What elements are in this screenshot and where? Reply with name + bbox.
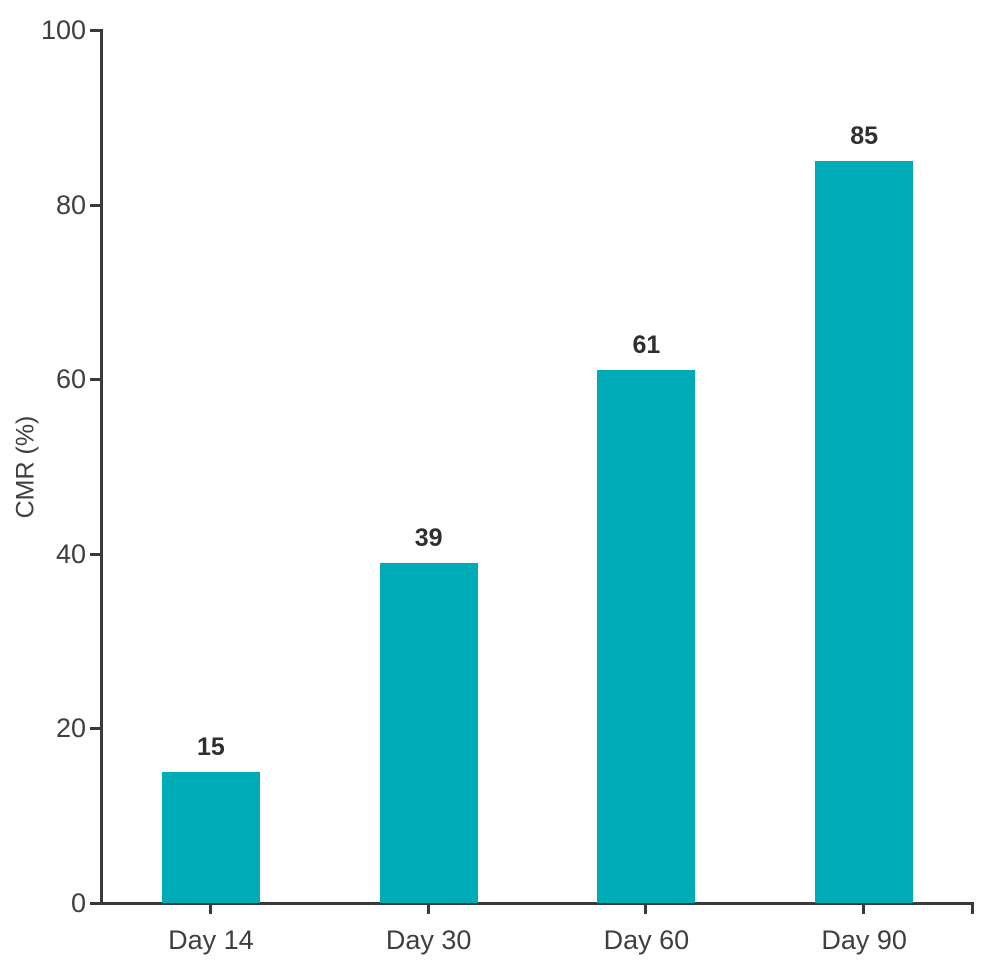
bar [379,562,478,903]
bar-value-label: 15 [196,733,225,762]
x-tick [862,903,866,914]
y-tick [90,378,103,382]
x-tick [426,903,430,914]
bar [597,370,696,903]
x-tick [208,903,212,914]
x-axis-line [100,902,974,905]
bar-value-label: 61 [632,331,661,360]
y-tick-label: 60 [55,364,86,395]
y-tick [90,203,103,207]
bar [815,160,914,903]
y-tick [90,552,103,556]
x-tick-label: Day 60 [603,925,690,955]
y-tick [90,727,103,731]
bar [161,772,260,903]
y-tick-label: 100 [40,15,86,45]
bar-value-label: 39 [414,523,443,552]
bar-value-label: 85 [850,121,879,150]
x-tick-label: Day 14 [168,925,254,955]
x-axis-end-tick [971,903,974,914]
y-axis-line [100,29,103,905]
y-tick-label: 20 [55,713,86,744]
x-tick-label: Day 30 [385,925,472,955]
x-tick-label: Day 90 [821,925,907,955]
y-axis-title: CMR (%) [11,415,40,518]
x-tick [644,903,648,914]
y-tick-label: 0 [70,888,86,918]
y-tick-label: 80 [55,189,86,220]
y-tick [90,29,103,32]
y-tick-label: 40 [55,538,86,569]
y-tick [90,902,103,905]
